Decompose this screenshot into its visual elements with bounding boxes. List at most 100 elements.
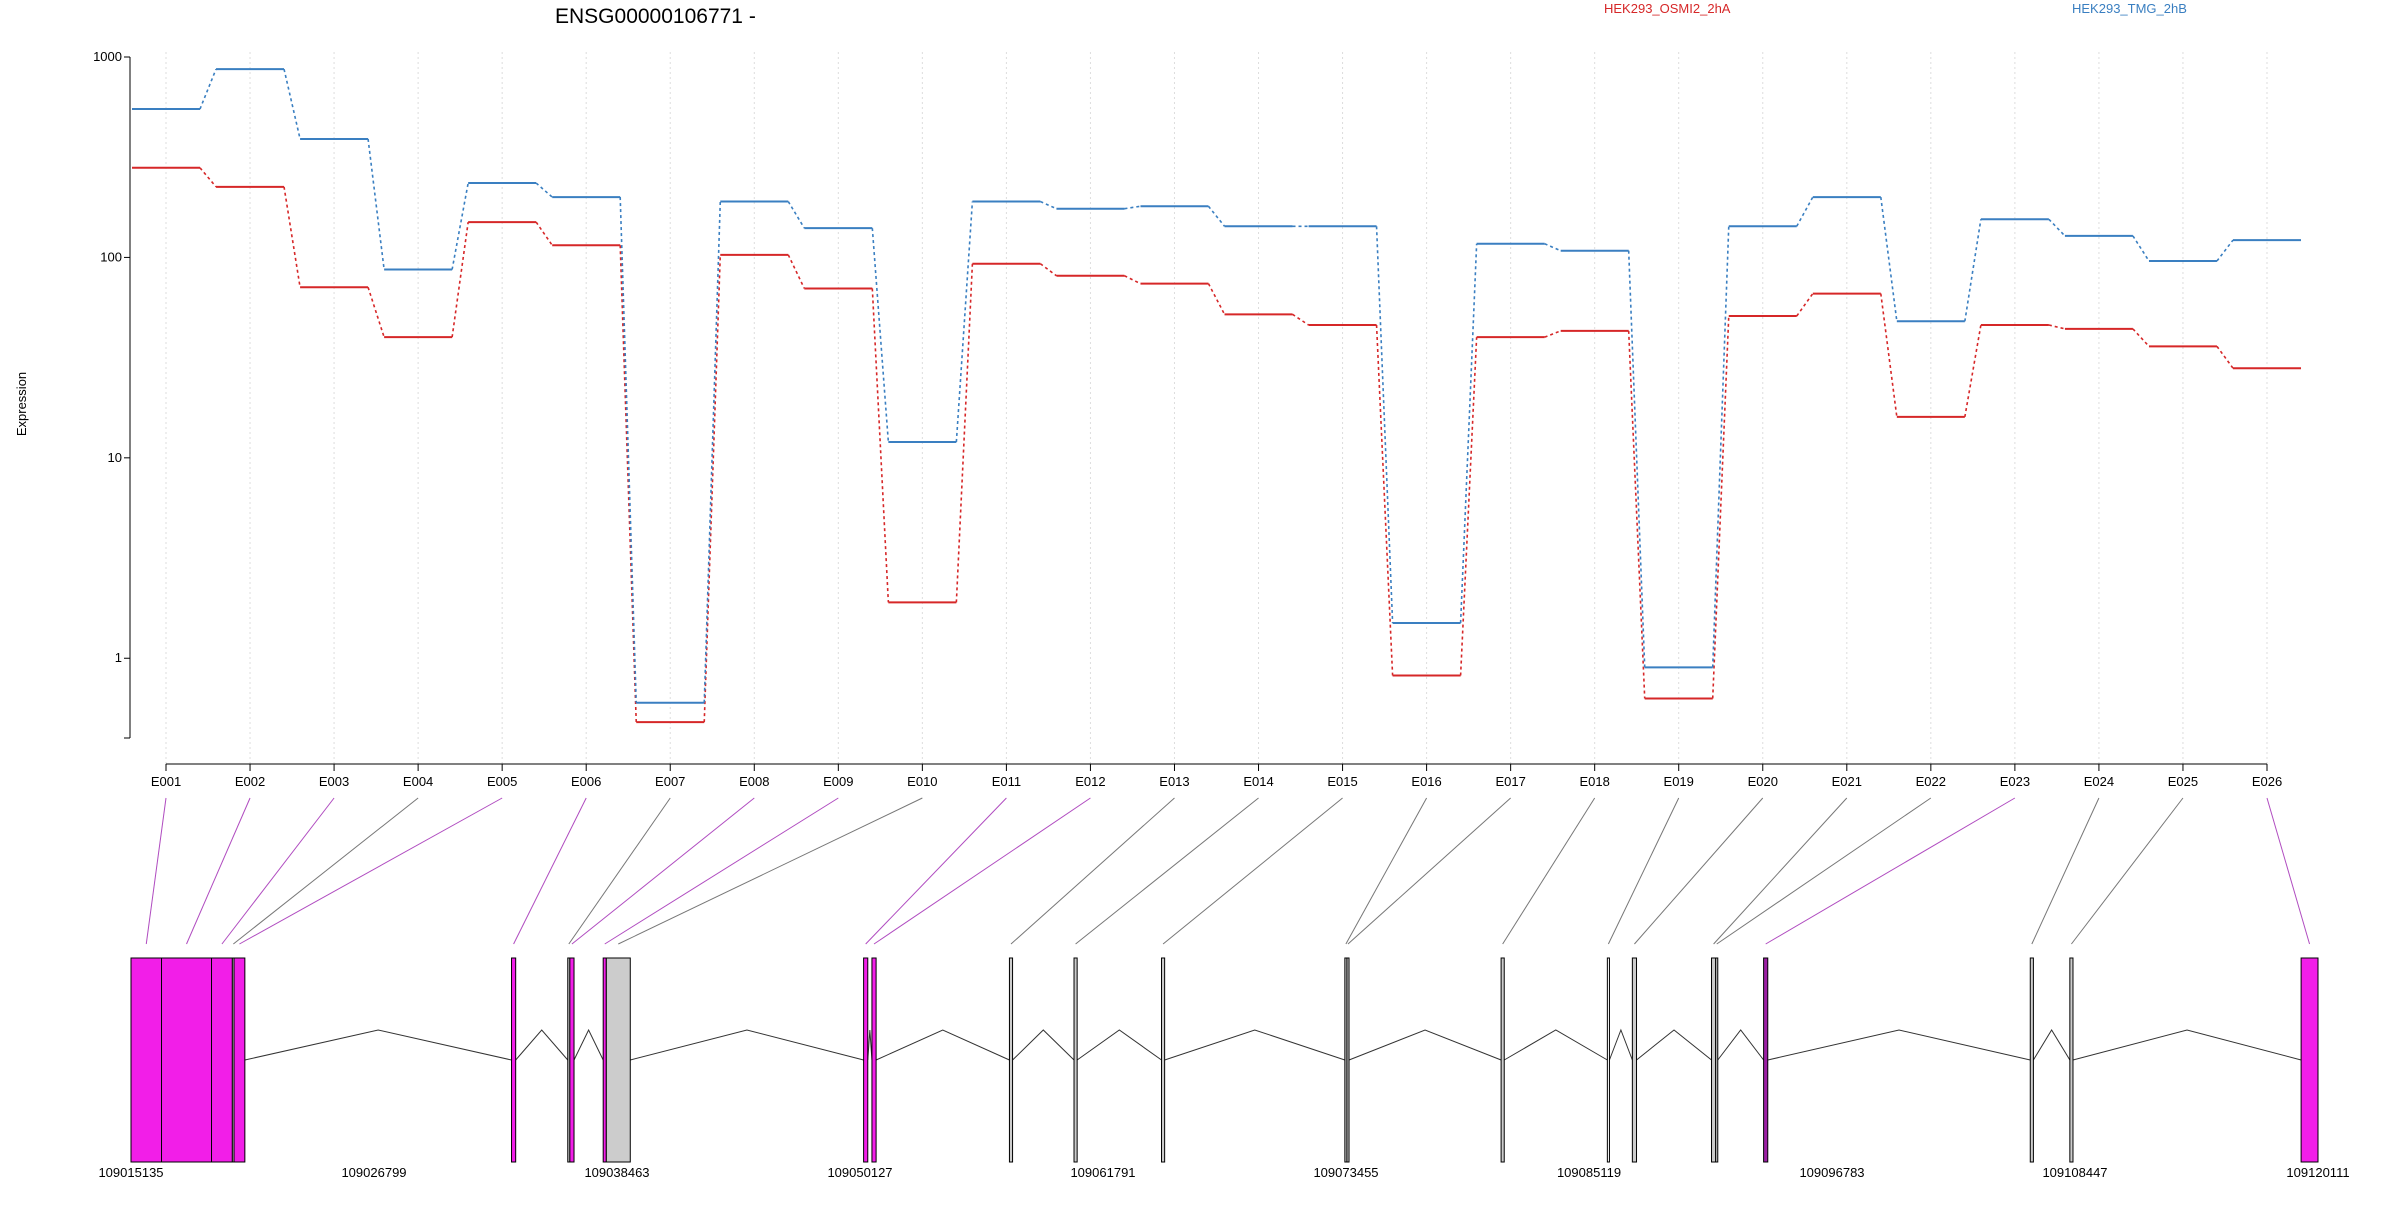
- intron-18: [1503, 1029, 1608, 1061]
- series-2-link-1: [199, 68, 217, 110]
- intron-8: [573, 1028, 604, 1061]
- exon-box-e008: [569, 957, 575, 1163]
- exon-box-e026: [2300, 957, 2319, 1163]
- x-tick-label-e004: E004: [403, 774, 433, 789]
- coord-label-9: 109108447: [2042, 1165, 2107, 1180]
- exon-box-e012: [871, 957, 877, 1163]
- x-tick-label-e010: E010: [907, 774, 937, 789]
- x-tick-label-e025: E025: [2168, 774, 2198, 789]
- intron-22: [1717, 1029, 1765, 1061]
- connector-e024: [2031, 797, 2100, 945]
- x-tick-label-e002: E002: [235, 774, 265, 789]
- x-tick-label-e001: E001: [151, 774, 181, 789]
- exon-box-e018: [1500, 957, 1505, 1163]
- series-2-link-3: [367, 138, 385, 270]
- gene-model: 109015135 109026799 109038463 109050127 1090…: [98, 957, 2350, 1180]
- series-1-link-5: [535, 221, 553, 246]
- connector-e017: [1347, 797, 1511, 945]
- x-tick-label-e007: E007: [655, 774, 685, 789]
- connector-e020: [1634, 797, 1764, 945]
- x-tick-label-e017: E017: [1495, 774, 1525, 789]
- x-tick-label-e003: E003: [319, 774, 349, 789]
- series-1-link-18: [1627, 330, 1646, 699]
- y-tick-label-1000: 1000: [93, 49, 122, 64]
- x-tick-label-e019: E019: [1664, 774, 1694, 789]
- exon-box-e013: [1008, 957, 1014, 1163]
- exon-box-e010: [605, 957, 631, 1163]
- series-1-link-20: [1796, 293, 1814, 317]
- coord-label-8: 109096783: [1799, 1165, 1864, 1180]
- series-1-link-4: [451, 222, 469, 338]
- x-tick-label-e008: E008: [739, 774, 769, 789]
- coord-label-1: 109015135: [98, 1165, 163, 1180]
- series-1-link-22: [1964, 324, 1982, 418]
- connector-e001: [145, 797, 167, 945]
- series-1-link-9: [871, 288, 890, 603]
- coord-label-10: 109120111: [2286, 1165, 2349, 1180]
- series-1-link-10: [955, 263, 974, 603]
- connector-e018: [1502, 797, 1596, 945]
- legend-entry-series-1: HEK293_OSMI2_2hA: [1604, 1, 1731, 16]
- series-2-link-5: [535, 182, 553, 198]
- intron-5: [244, 1029, 512, 1061]
- series-1-link-8: [787, 254, 806, 289]
- exon-box-e014: [1073, 957, 1078, 1163]
- exon-box-e002: [161, 957, 213, 1163]
- series-1-link-25: [2216, 345, 2234, 369]
- intron-12: [875, 1029, 1010, 1061]
- x-tick-label-e022: E022: [1916, 774, 1946, 789]
- connector-e011: [865, 797, 1007, 945]
- series-1-link-21: [1880, 293, 1898, 418]
- x-tick-label-e011: E011: [992, 774, 1021, 789]
- x-tick-label-e009: E009: [823, 774, 853, 789]
- connector-e006: [513, 797, 587, 945]
- x-tick-label-e018: E018: [1579, 774, 1609, 789]
- connector-e004: [233, 797, 419, 945]
- exon-box-e022: [1715, 957, 1719, 1163]
- intron-23: [1767, 1029, 2031, 1061]
- x-tick-label-e024: E024: [2084, 774, 2114, 789]
- series-1-link-13: [1207, 283, 1226, 315]
- exon-box-e005: [233, 957, 246, 1163]
- connector-e012: [873, 797, 1091, 945]
- x-tick-label-e012: E012: [1075, 774, 1105, 789]
- x-tick-label-e026: E026: [2252, 774, 2282, 789]
- series-1-link-6: [619, 245, 638, 723]
- coord-label-2: 109026799: [341, 1165, 406, 1180]
- series-2-link-9: [871, 228, 890, 443]
- exon-box-e025: [2069, 957, 2074, 1163]
- series-2-link-12: [1124, 205, 1141, 210]
- connector-e008: [571, 797, 755, 945]
- y-tick-label-1: 1: [115, 650, 122, 665]
- connector-e010: [618, 797, 923, 945]
- exon-box-e023: [1763, 957, 1769, 1163]
- exon-box-e021: [1711, 957, 1717, 1163]
- connector-e021: [1713, 797, 1848, 945]
- x-tick-label-e021: E021: [1832, 774, 1862, 789]
- x-tick-label-e015: E015: [1327, 774, 1357, 789]
- series-1-link-19: [1711, 315, 1730, 699]
- exon-box-e006: [511, 957, 517, 1163]
- connector-e013: [1010, 797, 1175, 945]
- series-2-link-25: [2216, 239, 2234, 262]
- intron-15: [1164, 1029, 1346, 1061]
- series-2-link-7: [703, 201, 722, 703]
- series-2-link-2: [283, 68, 301, 140]
- connector-e009: [604, 797, 839, 945]
- exon-box-e001: [130, 957, 163, 1163]
- exon-box-e015: [1161, 957, 1166, 1163]
- series-layer: [132, 68, 2301, 724]
- connector-e003: [221, 797, 335, 945]
- series-2-link-22: [1964, 219, 1982, 322]
- connector-e026: [2266, 797, 2311, 945]
- exon-box-e011: [863, 957, 869, 1163]
- y-tick-label-10: 10: [108, 450, 122, 465]
- coord-label-5: 109061791: [1070, 1165, 1135, 1180]
- coord-label-3: 109038463: [584, 1165, 649, 1180]
- intron-6: [515, 1029, 569, 1061]
- series-2-link-10: [955, 201, 974, 443]
- x-tick-label-e016: E016: [1411, 774, 1441, 789]
- series-1-link-23: [2048, 324, 2066, 330]
